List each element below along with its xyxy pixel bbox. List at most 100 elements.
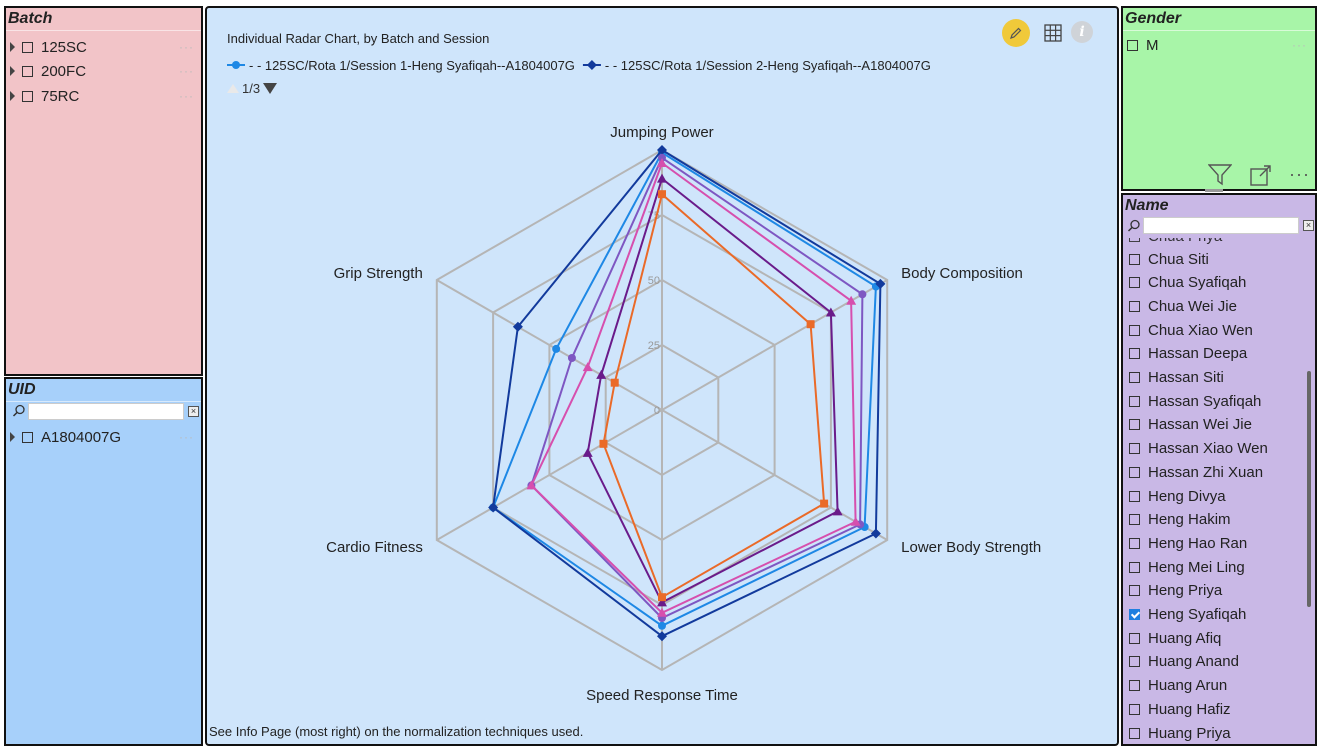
list-item[interactable]: Heng Priya [1129, 580, 1301, 602]
gender-item[interactable]: M ··· [1127, 34, 1313, 56]
legend-page-label: 1/3 [242, 81, 261, 96]
more-options-icon[interactable]: ··· [179, 64, 194, 78]
legend-next-arrow-icon[interactable] [263, 83, 278, 94]
checkbox[interactable] [22, 431, 33, 443]
list-item[interactable]: Heng Hao Ran [1129, 532, 1301, 554]
edit-pencil-icon[interactable] [1002, 19, 1030, 47]
list-item[interactable]: Hassan Siti [1129, 367, 1301, 389]
data-point [488, 502, 499, 513]
uid-item-label: A1804007G [41, 428, 122, 446]
batch-slicer-title: Batch [6, 8, 201, 31]
name-item-label: Heng Syafiqah [1148, 606, 1247, 623]
checkbox[interactable] [1129, 395, 1140, 407]
checkbox[interactable] [1129, 656, 1140, 668]
checkbox[interactable] [22, 65, 33, 77]
batch-item[interactable]: 75RC ··· [10, 85, 200, 107]
checkbox[interactable] [1129, 680, 1140, 692]
checkbox[interactable] [1129, 632, 1140, 644]
checkbox[interactable] [1129, 277, 1140, 289]
series-line [586, 176, 839, 604]
list-item[interactable]: Huang Hafiz [1129, 698, 1301, 720]
more-options-icon[interactable]: ··· [1292, 38, 1307, 52]
expand-arrow-icon[interactable] [10, 91, 15, 101]
checkbox[interactable] [1129, 300, 1140, 312]
tick-label: 0 [654, 405, 660, 417]
checkbox[interactable] [22, 90, 33, 102]
list-item[interactable]: Huang Afiq [1129, 627, 1301, 649]
list-item[interactable]: Huang Arun [1129, 675, 1301, 697]
table-grid-icon[interactable] [1044, 24, 1062, 42]
name-slicer-title: Name [1123, 195, 1315, 215]
batch-item[interactable]: 125SC ··· [10, 36, 200, 58]
checkbox[interactable] [1129, 490, 1140, 502]
list-item[interactable]: Huang Priya [1129, 722, 1301, 744]
tick-label: 50 [648, 275, 660, 287]
list-item[interactable]: Hassan Xiao Wen [1129, 438, 1301, 460]
list-item[interactable]: Heng Syafiqah [1129, 604, 1301, 626]
checkbox[interactable] [1129, 324, 1140, 336]
expand-arrow-icon[interactable] [10, 42, 15, 52]
resize-handle[interactable] [1205, 189, 1223, 192]
clear-search-icon[interactable]: × [188, 406, 199, 417]
axis-label: Body Composition [901, 265, 1023, 282]
expand-arrow-icon[interactable] [10, 432, 15, 442]
list-item[interactable]: Hassan Syafiqah [1129, 390, 1301, 412]
uid-search-input[interactable] [28, 403, 184, 420]
name-search-input[interactable] [1143, 217, 1299, 234]
list-item[interactable]: Heng Mei Ling [1129, 556, 1301, 578]
checkbox[interactable] [1129, 253, 1140, 265]
name-item-label: Heng Priya [1148, 582, 1223, 600]
list-item[interactable]: Chua Wei Jie [1129, 295, 1301, 317]
checkbox-checked[interactable] [1129, 609, 1140, 620]
list-item[interactable]: Heng Hakim [1129, 509, 1301, 531]
list-item[interactable]: Chua Xiao Wen [1129, 319, 1301, 341]
batch-item-label: 125SC [41, 38, 87, 56]
checkbox[interactable] [1129, 372, 1140, 383]
checkbox[interactable] [1129, 443, 1140, 455]
list-item[interactable]: Huang Anand [1129, 651, 1301, 673]
gender-slicer: Gender M ··· ··· [1121, 6, 1317, 192]
radar-chart: Individual Radar Chart, by Batch and Ses… [227, 31, 1041, 704]
checkbox[interactable] [1129, 514, 1140, 526]
more-options-icon[interactable]: ··· [179, 430, 194, 444]
checkbox[interactable] [1129, 348, 1140, 360]
data-point [658, 190, 666, 199]
clear-search-icon[interactable]: × [1303, 220, 1314, 231]
legend-pager[interactable]: 1/3 [227, 81, 278, 96]
batch-item[interactable]: 200FC ··· [10, 60, 200, 82]
list-item[interactable]: Hassan Wei Jie [1129, 414, 1301, 436]
list-item[interactable]: Hassan Deepa [1129, 343, 1301, 365]
checkbox[interactable] [22, 41, 33, 53]
data-point [657, 631, 667, 642]
list-item[interactable]: Chua Siti [1129, 248, 1301, 270]
checkbox[interactable] [1129, 537, 1140, 549]
checkbox[interactable] [1127, 39, 1138, 51]
more-options-icon[interactable]: ··· [1289, 164, 1310, 184]
expand-arrow-icon[interactable] [10, 66, 15, 76]
checkbox[interactable] [1129, 703, 1140, 715]
name-item-label: Chua Siti [1148, 250, 1209, 268]
series-line [530, 156, 864, 620]
legend-prev-arrow-icon[interactable] [227, 84, 239, 93]
checkbox[interactable] [1129, 419, 1140, 431]
list-item[interactable]: Chua Syafiqah [1129, 272, 1301, 294]
checkbox[interactable] [1129, 585, 1140, 597]
grid-spoke [436, 279, 663, 411]
checkbox[interactable] [1129, 561, 1140, 573]
list-item[interactable]: Hassan Zhi Xuan [1129, 461, 1301, 483]
uid-item[interactable]: A1804007G ··· [10, 426, 200, 448]
scrollbar[interactable] [1307, 371, 1311, 607]
more-options-icon[interactable]: ··· [179, 89, 194, 103]
checkbox[interactable] [1129, 466, 1140, 478]
search-icon [1127, 219, 1140, 232]
legend-marker [586, 60, 597, 70]
list-item[interactable]: Heng Divya [1129, 485, 1301, 507]
more-options-icon[interactable]: ··· [179, 40, 194, 54]
checkbox[interactable] [1129, 727, 1140, 739]
radar-chart-visual: Individual Radar Chart, by Batch and Ses… [205, 6, 1119, 746]
data-point [825, 307, 836, 317]
filter-icon[interactable] [1208, 164, 1232, 186]
focus-mode-icon[interactable] [1250, 164, 1272, 186]
info-icon[interactable]: i [1071, 21, 1093, 43]
